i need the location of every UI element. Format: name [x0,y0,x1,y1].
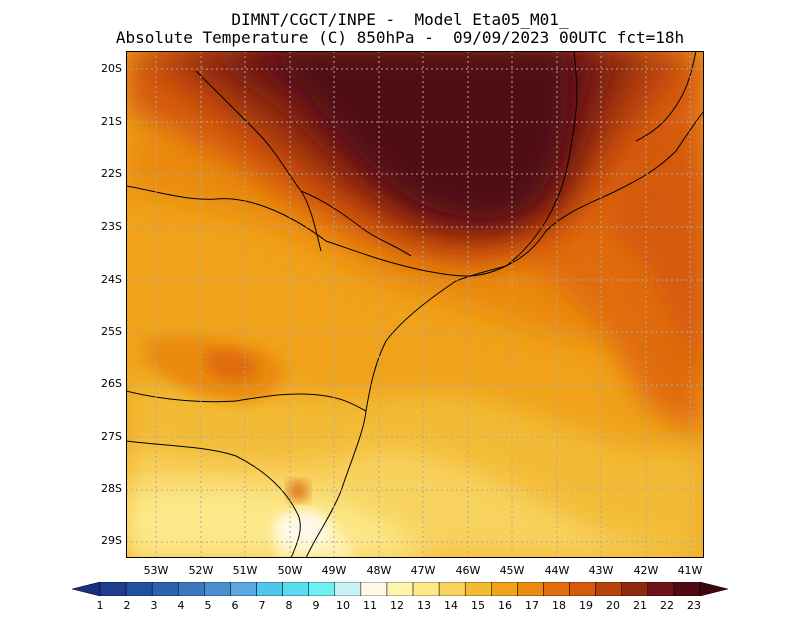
colorbar-label-18: 18 [552,599,566,612]
colorbar-arrow-high [699,582,728,596]
colorbar-label-5: 5 [204,599,212,612]
temperature-map [126,51,704,558]
lat-label-21s: 21S [101,115,122,128]
lon-label-53w: 53W [143,564,169,577]
chart-title: DIMNT/CGCT/INPE - Model Eta05_M01_ [231,10,569,29]
grid [126,51,704,558]
lon-label-46w: 46W [455,564,481,577]
lon-label-45w: 45W [499,564,525,577]
colorbar-cell [595,582,622,596]
colorbar-label-15: 15 [471,599,485,612]
colorbar-cell [673,582,701,596]
colorbar-cells [99,582,701,596]
lat-label-24s: 24S [101,273,122,286]
lat-label-25s: 25S [101,325,122,338]
colorbar-label-12: 12 [390,599,404,612]
colorbar-cell [647,582,675,596]
colorbar-cell [256,582,283,596]
colorbar-label-22: 22 [660,599,674,612]
colorbar-label-8: 8 [285,599,293,612]
colorbar-label-4: 4 [177,599,185,612]
colorbar-cell [99,582,127,596]
lat-label-23s: 23S [101,220,122,233]
colorbar-label-20: 20 [606,599,620,612]
lat-label-28s: 28S [101,482,122,495]
temperature-field [126,51,704,558]
colorbar-cell [282,582,309,596]
colorbar-cell [386,582,414,596]
colorbar-label-21: 21 [633,599,647,612]
colorbar-cell [125,582,153,596]
chart-subtitle: Absolute Temperature (C) 850hPa - 09/09/… [115,28,685,47]
colorbar-label-23: 23 [687,599,701,612]
colorbar-cell [621,582,649,596]
colorbar-cell [178,582,205,596]
colorbar-cell [360,582,388,596]
colorbar-cell [308,582,336,596]
lat-label-27s: 27S [101,430,122,443]
colorbar-label-2: 2 [123,599,131,612]
lon-label-49w: 49W [321,564,347,577]
colorbar-cell [464,582,492,596]
map-border [126,51,704,558]
colorbar-label-9: 9 [312,599,320,612]
colorbar-cell [569,582,596,596]
lon-label-52w: 52W [188,564,214,577]
lon-label-42w: 42W [633,564,659,577]
borders [126,51,704,558]
lon-label-41w: 41W [677,564,703,577]
lon-label-50w: 50W [277,564,303,577]
colorbar-label-17: 17 [525,599,539,612]
lon-label-44w: 44W [544,564,570,577]
colorbar-label-13: 13 [417,599,431,612]
colorbar-label-1: 1 [96,599,104,612]
colorbar-label-6: 6 [231,599,239,612]
colorbar-cell [412,582,440,596]
colorbar-label-3: 3 [150,599,158,612]
colorbar-label-19: 19 [579,599,593,612]
colorbar-cell [151,582,179,596]
lat-label-20s: 20S [101,62,122,75]
colorbar-cell [438,582,466,596]
colorbar-label-11: 11 [363,599,377,612]
lon-label-48w: 48W [366,564,392,577]
lon-label-51w: 51W [232,564,258,577]
lat-label-22s: 22S [101,167,122,180]
colorbar-label-16: 16 [498,599,512,612]
colorbar-cell [517,582,544,596]
colorbar-cell [334,582,362,596]
colorbar-cell [491,582,518,596]
colorbar-label-10: 10 [336,599,350,612]
lat-label-26s: 26S [101,377,122,390]
colorbar-label-14: 14 [444,599,458,612]
lon-label-47w: 47W [410,564,436,577]
colorbar-label-7: 7 [258,599,266,612]
colorbar-cell [204,582,231,596]
colorbar-cell [230,582,257,596]
lon-label-43w: 43W [588,564,614,577]
lat-label-29s: 29S [101,534,122,547]
colorbar [72,582,728,596]
colorbar-cell [543,582,570,596]
colorbar-arrow-low [72,582,101,596]
